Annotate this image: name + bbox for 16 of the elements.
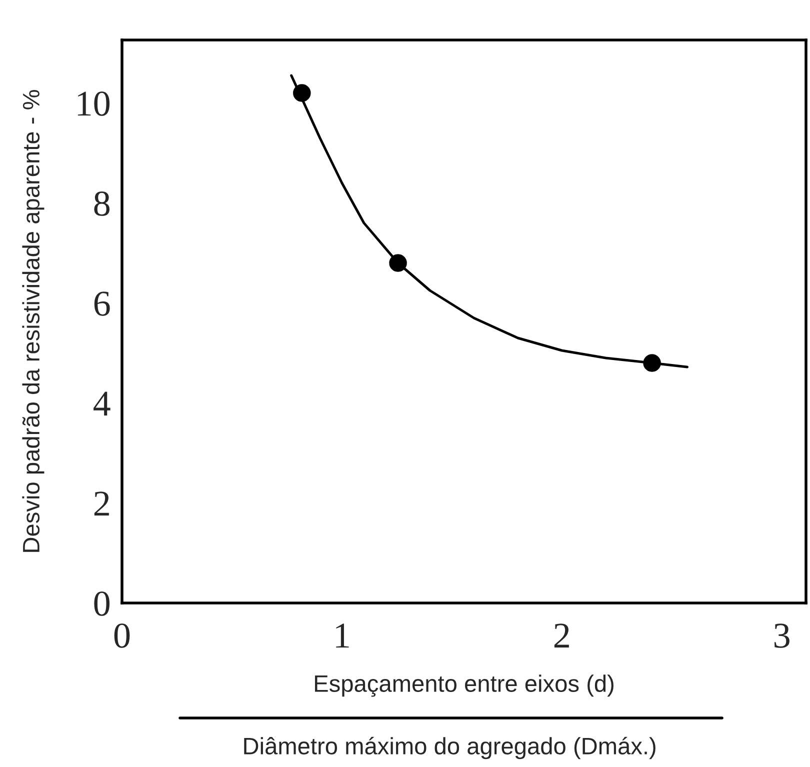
x-axis-title: Espaçamento entre eixos (d)	[315, 674, 614, 697]
y-tick-label: 8	[94, 192, 110, 216]
x-tick-label: 2	[554, 624, 569, 648]
y-axis-title: Desvio padrão da resistividade aparente - %	[22, 90, 44, 552]
y-tick-label: 2	[94, 492, 109, 516]
point	[293, 84, 311, 102]
point	[389, 254, 407, 272]
x-tick-label: 3	[774, 624, 790, 648]
x-tick-label: 1	[336, 624, 349, 648]
y-tick-label: 6	[94, 292, 110, 316]
y-tick-label: 4	[94, 392, 110, 416]
y-tick-label: 0	[94, 592, 110, 616]
point	[643, 354, 661, 372]
y-tick-label: 10	[78, 92, 110, 116]
text: Diâmetro máximo do agregado (Dmáx.)	[244, 736, 656, 760]
x-tick-label: 0	[114, 623, 130, 648]
